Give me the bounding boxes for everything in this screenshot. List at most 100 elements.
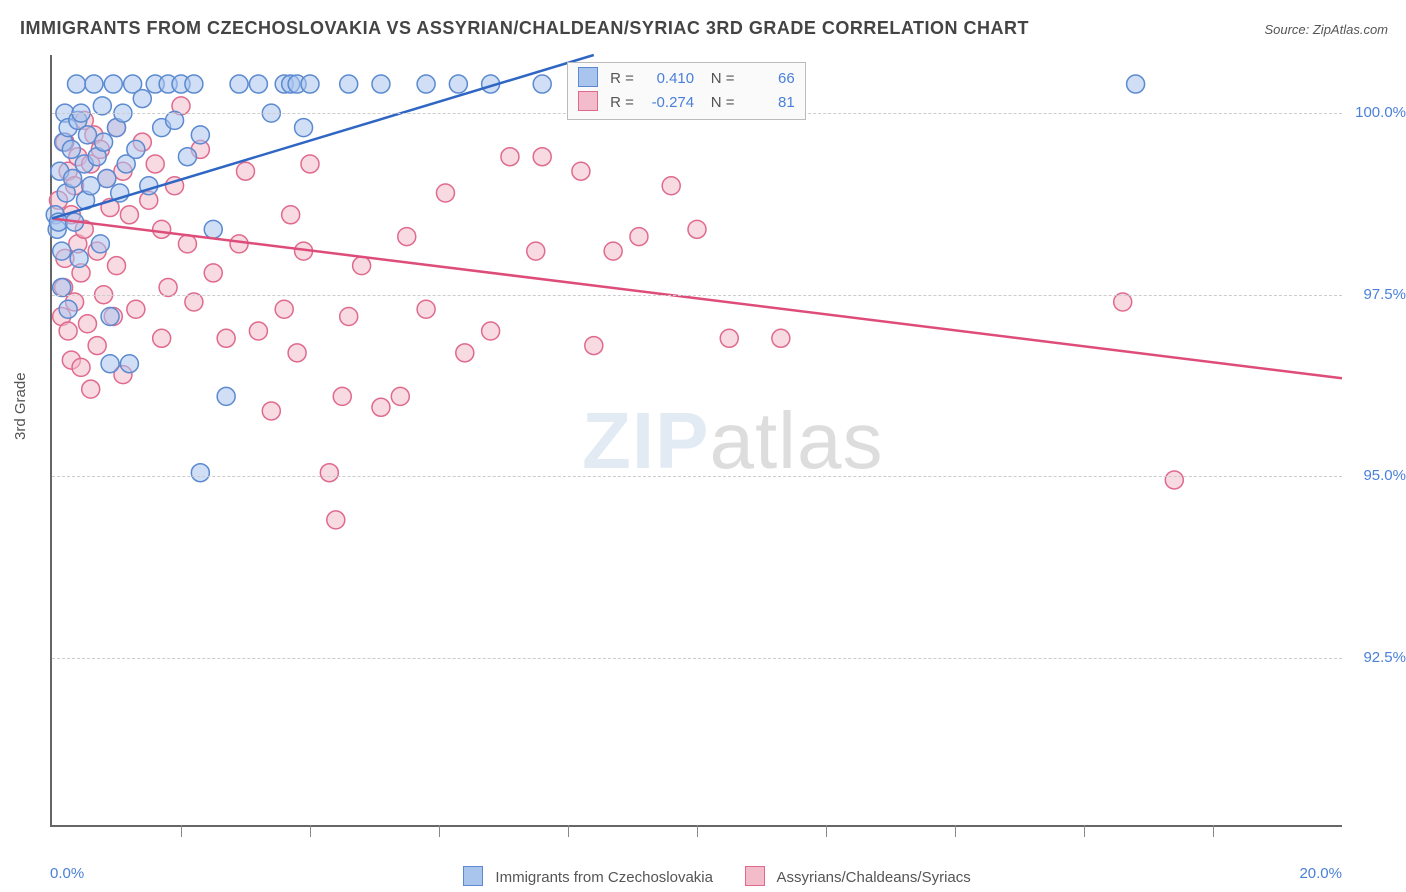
gridline-h	[52, 295, 1342, 296]
source-label: Source: ZipAtlas.com	[1264, 22, 1388, 37]
data-point	[391, 387, 409, 405]
data-point	[191, 126, 209, 144]
x-tick	[310, 825, 311, 837]
data-point	[104, 75, 122, 93]
y-tick-label: 97.5%	[1350, 286, 1406, 303]
data-point	[82, 177, 100, 195]
data-point	[662, 177, 680, 195]
data-point	[604, 242, 622, 260]
data-point	[527, 242, 545, 260]
data-point	[436, 184, 454, 202]
data-point	[333, 387, 351, 405]
data-point	[204, 264, 222, 282]
data-point	[230, 235, 248, 253]
data-point	[353, 257, 371, 275]
data-point	[217, 387, 235, 405]
data-point	[95, 133, 113, 151]
data-point	[78, 126, 96, 144]
data-point	[133, 90, 151, 108]
x-tick	[181, 825, 182, 837]
stat-row-a: R = 0.410 N = 66	[578, 67, 795, 91]
data-point	[120, 206, 138, 224]
data-point	[275, 300, 293, 318]
data-point	[482, 322, 500, 340]
data-point	[417, 75, 435, 93]
data-point	[82, 380, 100, 398]
y-tick-label: 95.0%	[1350, 467, 1406, 484]
x-tick	[439, 825, 440, 837]
legend-swatch-b-icon	[578, 91, 598, 111]
data-point	[288, 344, 306, 362]
legend-label-b: Assyrians/Chaldeans/Syriacs	[777, 869, 971, 886]
x-tick	[1213, 825, 1214, 837]
data-point	[101, 355, 119, 373]
data-point	[68, 75, 86, 93]
data-point	[191, 464, 209, 482]
data-point	[372, 75, 390, 93]
chart-title: IMMIGRANTS FROM CZECHOSLOVAKIA VS ASSYRI…	[20, 18, 1029, 39]
data-point	[146, 155, 164, 173]
data-point	[1165, 471, 1183, 489]
data-point	[153, 329, 171, 347]
x-tick	[955, 825, 956, 837]
scatter-svg	[52, 55, 1342, 825]
legend-label-a: Immigrants from Czechoslovakia	[495, 869, 713, 886]
data-point	[101, 308, 119, 326]
y-tick-label: 100.0%	[1350, 104, 1406, 121]
data-point	[585, 337, 603, 355]
data-point	[398, 228, 416, 246]
data-point	[249, 322, 267, 340]
data-point	[178, 148, 196, 166]
data-point	[1127, 75, 1145, 93]
data-point	[78, 315, 96, 333]
data-point	[249, 75, 267, 93]
data-point	[64, 169, 82, 187]
data-point	[630, 228, 648, 246]
data-point	[456, 344, 474, 362]
y-axis-label: 3rd Grade	[12, 372, 29, 440]
data-point	[572, 162, 590, 180]
y-tick-label: 92.5%	[1350, 649, 1406, 666]
data-point	[340, 75, 358, 93]
x-tick	[568, 825, 569, 837]
data-point	[501, 148, 519, 166]
data-point	[327, 511, 345, 529]
data-point	[127, 140, 145, 158]
data-point	[417, 300, 435, 318]
data-point	[372, 398, 390, 416]
data-point	[178, 235, 196, 253]
data-point	[217, 329, 235, 347]
data-point	[59, 300, 77, 318]
x-tick	[826, 825, 827, 837]
data-point	[98, 169, 116, 187]
data-point	[153, 220, 171, 238]
data-point	[88, 337, 106, 355]
legend-bottom: Immigrants from Czechoslovakia Assyrians…	[0, 866, 1406, 886]
data-point	[720, 329, 738, 347]
data-point	[62, 140, 80, 158]
data-point	[533, 148, 551, 166]
data-point	[533, 75, 551, 93]
data-point	[772, 329, 790, 347]
data-point	[688, 220, 706, 238]
data-point	[91, 235, 109, 253]
data-point	[53, 242, 71, 260]
data-point	[72, 358, 90, 376]
data-point	[449, 75, 467, 93]
data-point	[237, 162, 255, 180]
data-point	[262, 402, 280, 420]
legend-swatch-b-icon	[745, 866, 765, 886]
data-point	[185, 75, 203, 93]
data-point	[230, 75, 248, 93]
data-point	[340, 308, 358, 326]
data-point	[108, 257, 126, 275]
data-point	[127, 300, 145, 318]
gridline-h	[52, 476, 1342, 477]
data-point	[120, 355, 138, 373]
data-point	[320, 464, 338, 482]
trend-line	[52, 218, 1342, 378]
data-point	[204, 220, 222, 238]
data-point	[59, 322, 77, 340]
data-point	[70, 249, 88, 267]
data-point	[85, 75, 103, 93]
